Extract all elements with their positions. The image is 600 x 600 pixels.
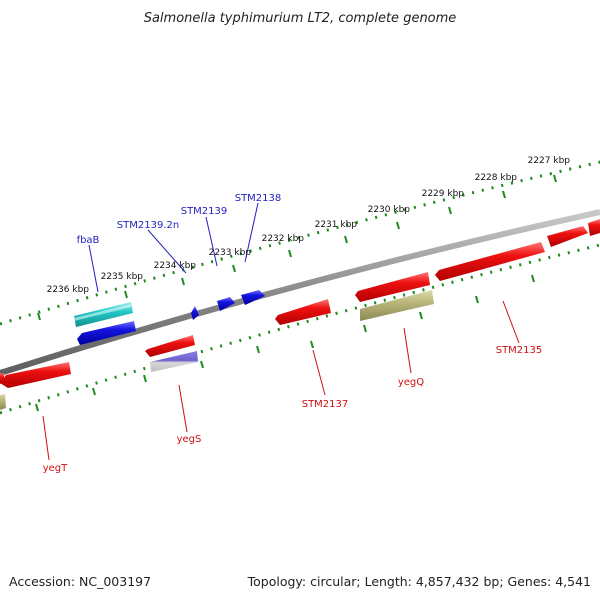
- gene-arrow-STM2139.2n[interactable]: [191, 306, 199, 320]
- gene-label-yegS[interactable]: yegS: [177, 434, 202, 445]
- forward-strand-genes: [74, 219, 600, 327]
- outer-major-ticks: [37, 174, 557, 321]
- genome-backbone: [0, 209, 600, 376]
- gene-arrow-yegS-purple[interactable]: [150, 351, 198, 372]
- gene-label-STM2135[interactable]: STM2135: [496, 345, 543, 356]
- scale-label-2228: 2228 kbp: [475, 173, 518, 183]
- gene-arrow-STM2139[interactable]: [217, 297, 235, 311]
- gene-arrow-yegS[interactable]: [145, 335, 195, 357]
- scale-label-2231: 2231 kbp: [315, 220, 358, 230]
- gene-label-STM2138[interactable]: STM2138: [235, 193, 282, 204]
- top-leader-lines: [88, 202, 259, 293]
- bottom-leader-lines: [42, 300, 520, 461]
- gene-arrow-red-left-edge[interactable]: [0, 373, 4, 384]
- gene-arrow-yegQ[interactable]: [360, 290, 434, 321]
- inner-major-ticks: [35, 274, 535, 412]
- gene-arrow-STM2135[interactable]: [435, 242, 545, 281]
- gene-arrow-blue-reverse[interactable]: [77, 321, 136, 345]
- scale-label-2235: 2235 kbp: [101, 272, 144, 282]
- scale-label-2236: 2236 kbp: [47, 285, 90, 295]
- gene-arrow-red-small[interactable]: [547, 226, 588, 247]
- gene-arrow-cyan-stripe: [74, 304, 131, 321]
- map-title: Salmonella typhimurium LT2, complete gen…: [144, 11, 457, 26]
- gene-arrow-yegQ-red[interactable]: [355, 272, 430, 302]
- gene-label-fbaB[interactable]: fbaB: [77, 235, 100, 246]
- scale-label-2233: 2233 kbp: [209, 248, 252, 258]
- gene-label-STM2139.2n[interactable]: STM2139.2n: [117, 220, 179, 231]
- scale-label-2227: 2227 kbp: [528, 156, 571, 166]
- gene-label-STM2139[interactable]: STM2139: [181, 206, 228, 217]
- accession-text: Accession: NC_003197: [9, 574, 151, 589]
- scale-label-2230: 2230 kbp: [368, 205, 411, 215]
- gene-label-STM2137[interactable]: STM2137: [302, 399, 349, 410]
- reverse-strand-genes: [0, 242, 545, 410]
- topology-text: Topology: circular; Length: 4,857,432 bp…: [247, 574, 591, 589]
- scale-label-2234: 2234 kbp: [154, 261, 197, 271]
- inner-tick-track: [0, 243, 600, 415]
- gene-arrow-olive-edge[interactable]: [0, 394, 6, 410]
- gene-arrow-yegT[interactable]: [0, 362, 71, 388]
- gene-label-yegQ[interactable]: yegQ: [398, 377, 424, 388]
- scale-label-2229: 2229 kbp: [422, 189, 465, 199]
- gene-arrow-STM2137[interactable]: [275, 299, 331, 325]
- scale-label-2232: 2232 kbp: [262, 234, 305, 244]
- gene-arrow-STM2138[interactable]: [241, 290, 265, 305]
- gene-arrow-red-edge[interactable]: [588, 219, 600, 236]
- gene-label-yegT[interactable]: yegT: [43, 463, 68, 474]
